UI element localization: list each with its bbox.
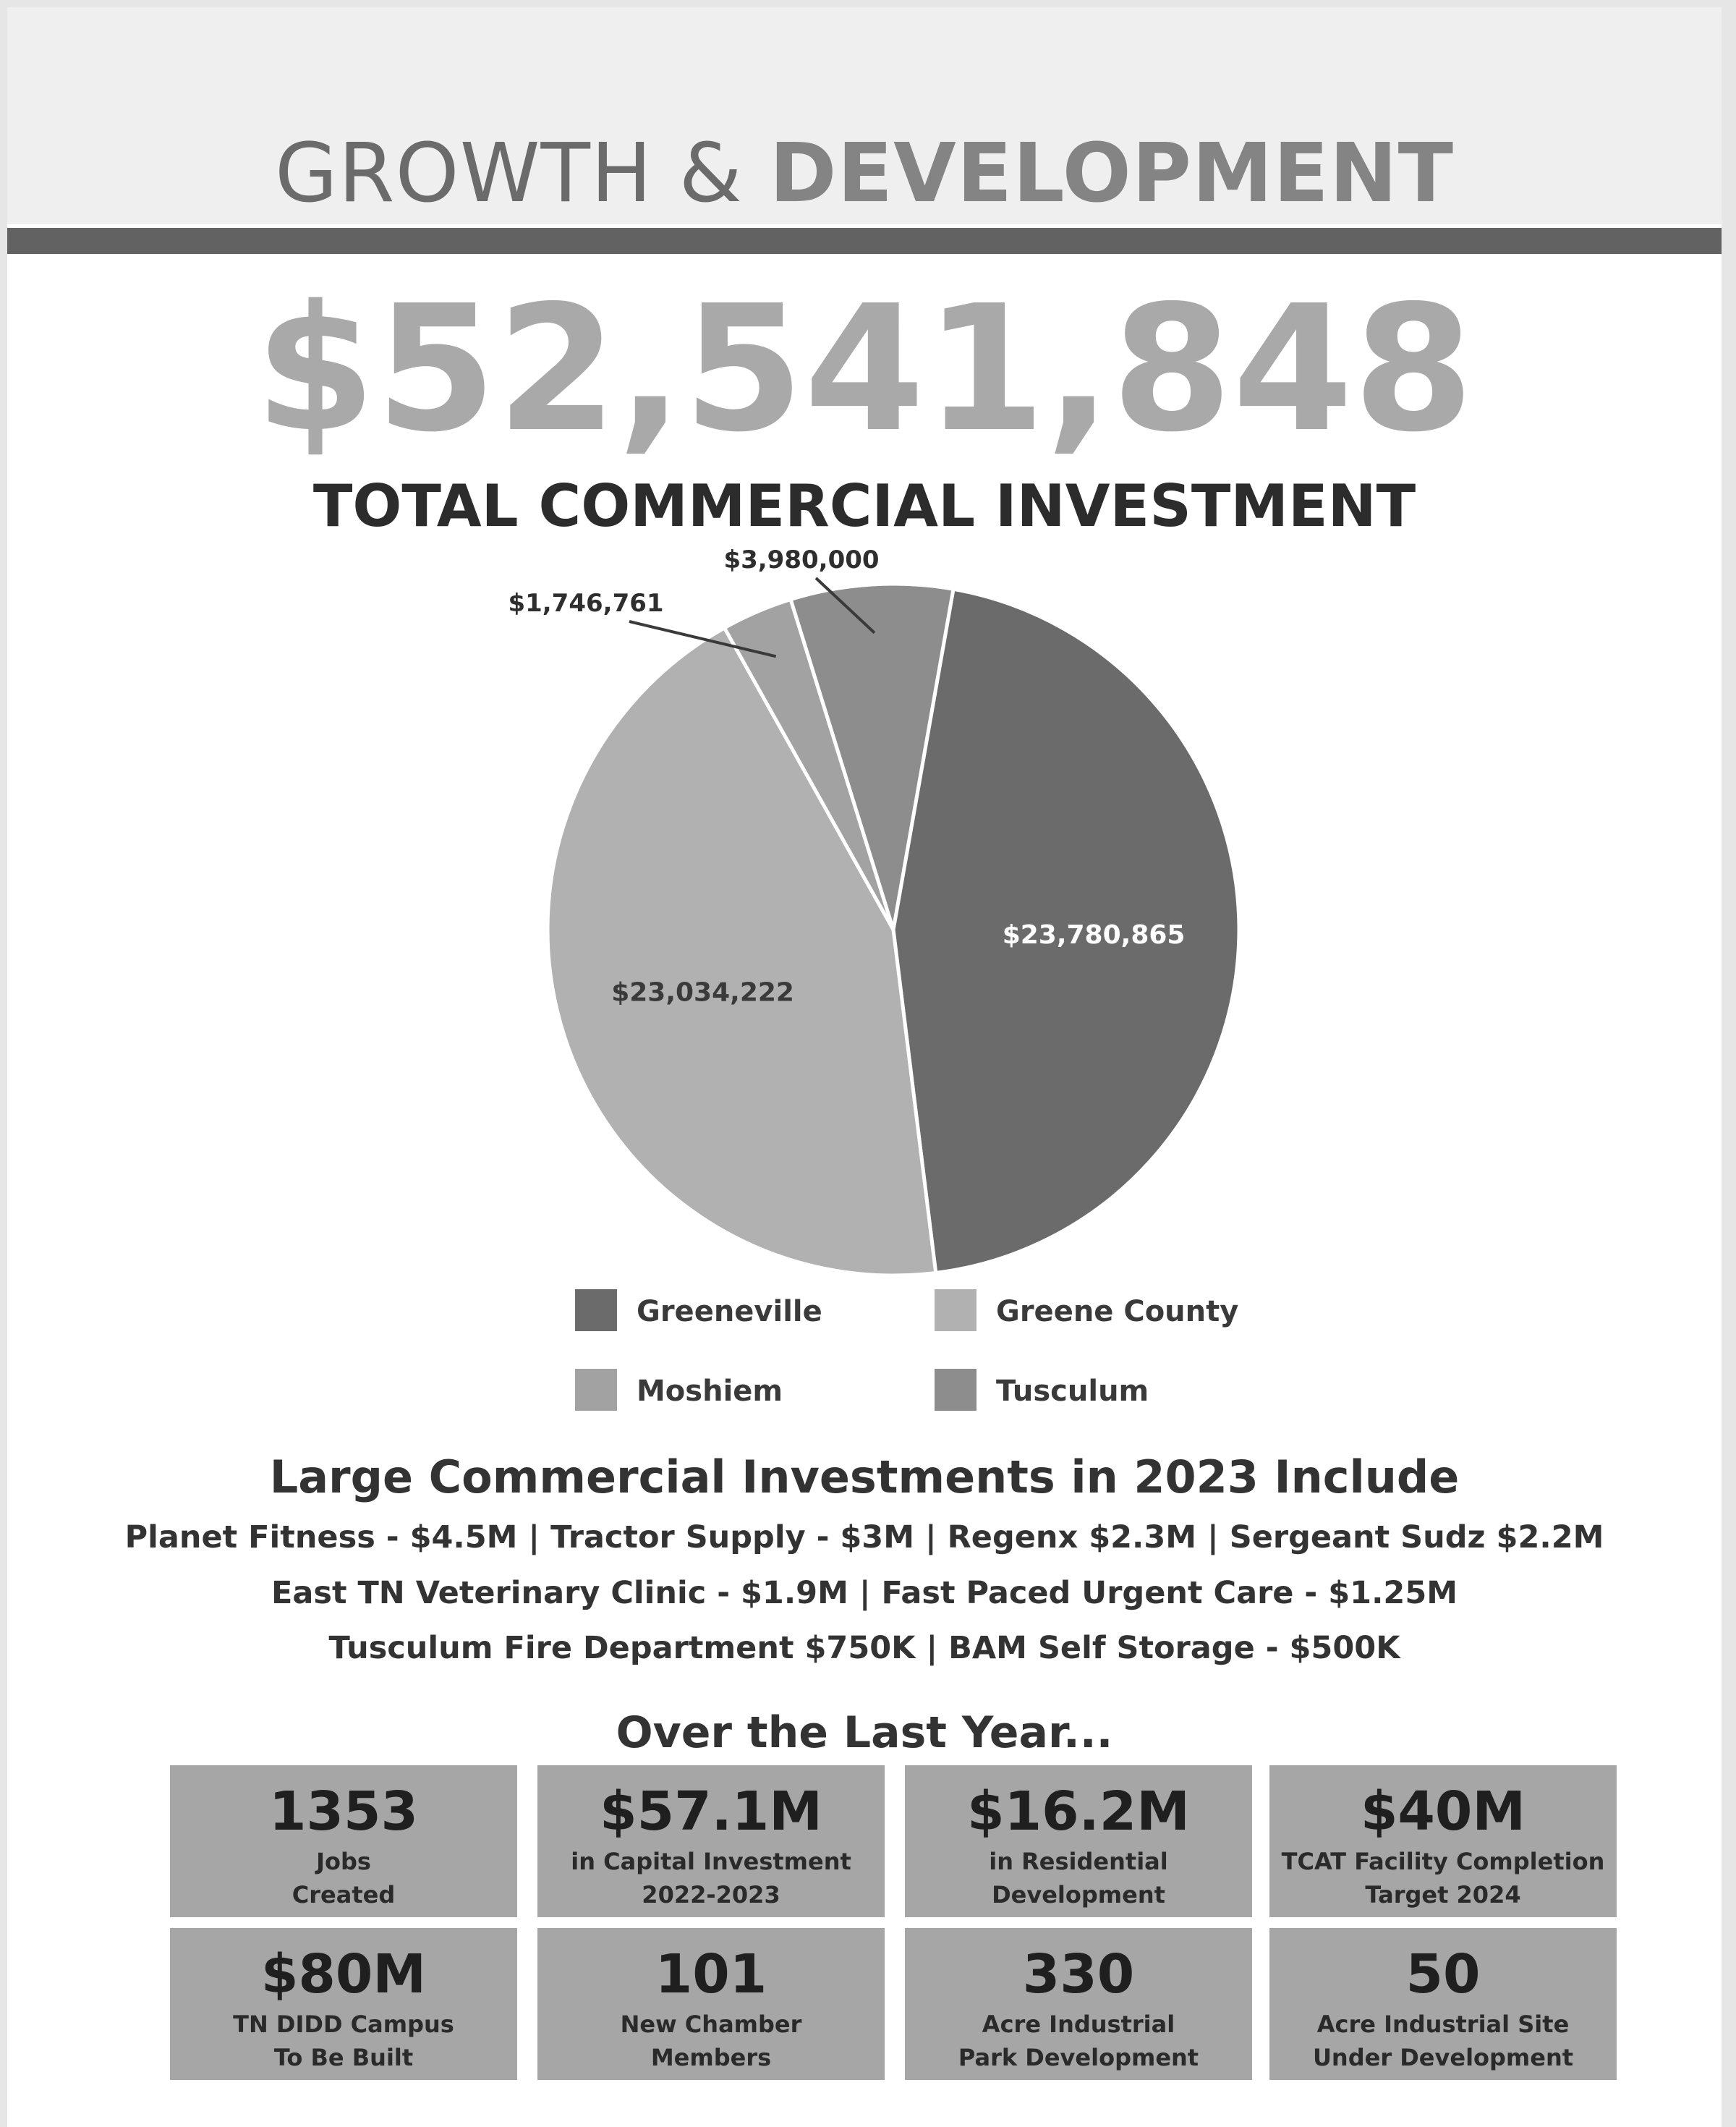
legend-swatch-moshiem (575, 1369, 617, 1411)
stat-description: in Capital Investment 2022-2023 (571, 1848, 851, 1909)
title-light: GROWTH & (274, 127, 770, 221)
stat-tile-chamber-members: 101 New Chamber Members (537, 1928, 885, 2080)
stat-tile-industrial-site: 50 Acre Industrial Site Under Developmen… (1269, 1928, 1617, 2080)
legend-swatch-greeneville (575, 1289, 617, 1331)
investments-line-3: Tusculum Fire Department $750K | BAM Sel… (328, 1630, 1400, 1666)
header-divider (7, 228, 1722, 254)
legend-label-greene-county: Greene County (996, 1295, 1239, 1328)
stat-description: Acre Industrial Site Under Development (1312, 2011, 1574, 2071)
stat-value: 330 (1022, 1943, 1135, 2005)
stat-value: $80M (260, 1943, 427, 2005)
investments-line-1: Planet Fitness - $4.5M | Tractor Supply … (124, 1519, 1604, 1555)
page-title: GROWTH & DEVELOPMENT (7, 123, 1722, 224)
stat-description: Acre Industrial Park Development (958, 2011, 1199, 2071)
pie-label-greeneville: $23,780,865 (1003, 920, 1186, 950)
infographic-page: GROWTH & DEVELOPMENT $52,541,848 TOTAL C… (7, 7, 1722, 2127)
header-band (7, 7, 1722, 224)
stat-tile-residential: $16.2M in Residential Development (905, 1765, 1252, 1917)
pie-slice-tusculum (788, 582, 956, 930)
total-label: TOTAL COMMERCIAL INVESTMENT (312, 472, 1416, 540)
stat-tile-jobs: 1353 Jobs Created (170, 1765, 517, 1917)
total-amount: $52,541,848 (255, 268, 1474, 470)
last-year-heading: Over the Last Year... (616, 1707, 1113, 1758)
stat-description: Jobs Created (292, 1848, 396, 1909)
pie-label-greene-county: $23,034,222 (611, 977, 794, 1007)
stat-tile-industrial-park: 330 Acre Industrial Park Development (905, 1928, 1252, 2080)
stat-description: in Residential Development (989, 1848, 1168, 1909)
pie-slice-greeneville (891, 587, 1241, 1275)
stat-value: $57.1M (600, 1780, 822, 1843)
legend-label-greeneville: Greeneville (637, 1295, 822, 1328)
pie-label-tusculum: $3,980,000 (723, 545, 879, 574)
investments-heading: Large Commercial Investments in 2023 Inc… (269, 1451, 1460, 1503)
legend-label-moshiem: Moshiem (637, 1375, 783, 1408)
pie-chart: $23,780,865 $23,034,222 $1,746,761 $3,980,0… (508, 545, 1241, 1278)
legend-swatch-greene-county (935, 1289, 977, 1331)
stat-value: $16.2M (967, 1780, 1190, 1843)
stat-description: TCAT Facility Completion Target 2024 (1281, 1848, 1605, 1909)
pie-leader-moshiem (629, 620, 777, 658)
investments-line-2: East TN Veterinary Clinic - $1.9M | Fast… (271, 1575, 1458, 1611)
stat-tile-didd-campus: $80M TN DIDD Campus To Be Built (170, 1928, 517, 2080)
title-bold: DEVELOPMENT (769, 127, 1455, 221)
stat-value: $40M (1360, 1780, 1526, 1843)
legend-label-tusculum: Tusculum (996, 1375, 1149, 1408)
legend-swatch-tusculum (935, 1369, 977, 1411)
pie-leader-tusculum (814, 577, 876, 634)
stat-value: 1353 (269, 1780, 418, 1843)
stat-value: 50 (1405, 1943, 1481, 2005)
stat-description: New Chamber Members (620, 2011, 802, 2071)
stat-tile-tcat: $40M TCAT Facility Completion Target 202… (1269, 1765, 1617, 1917)
stat-tile-capital-investment: $57.1M in Capital Investment 2022-2023 (537, 1765, 885, 1917)
pie-label-moshiem: $1,746,761 (508, 589, 663, 618)
stat-value: 101 (655, 1943, 767, 2005)
pie-slice-greene-county (545, 625, 938, 1278)
stat-description: TN DIDD Campus To Be Built (233, 2011, 454, 2071)
